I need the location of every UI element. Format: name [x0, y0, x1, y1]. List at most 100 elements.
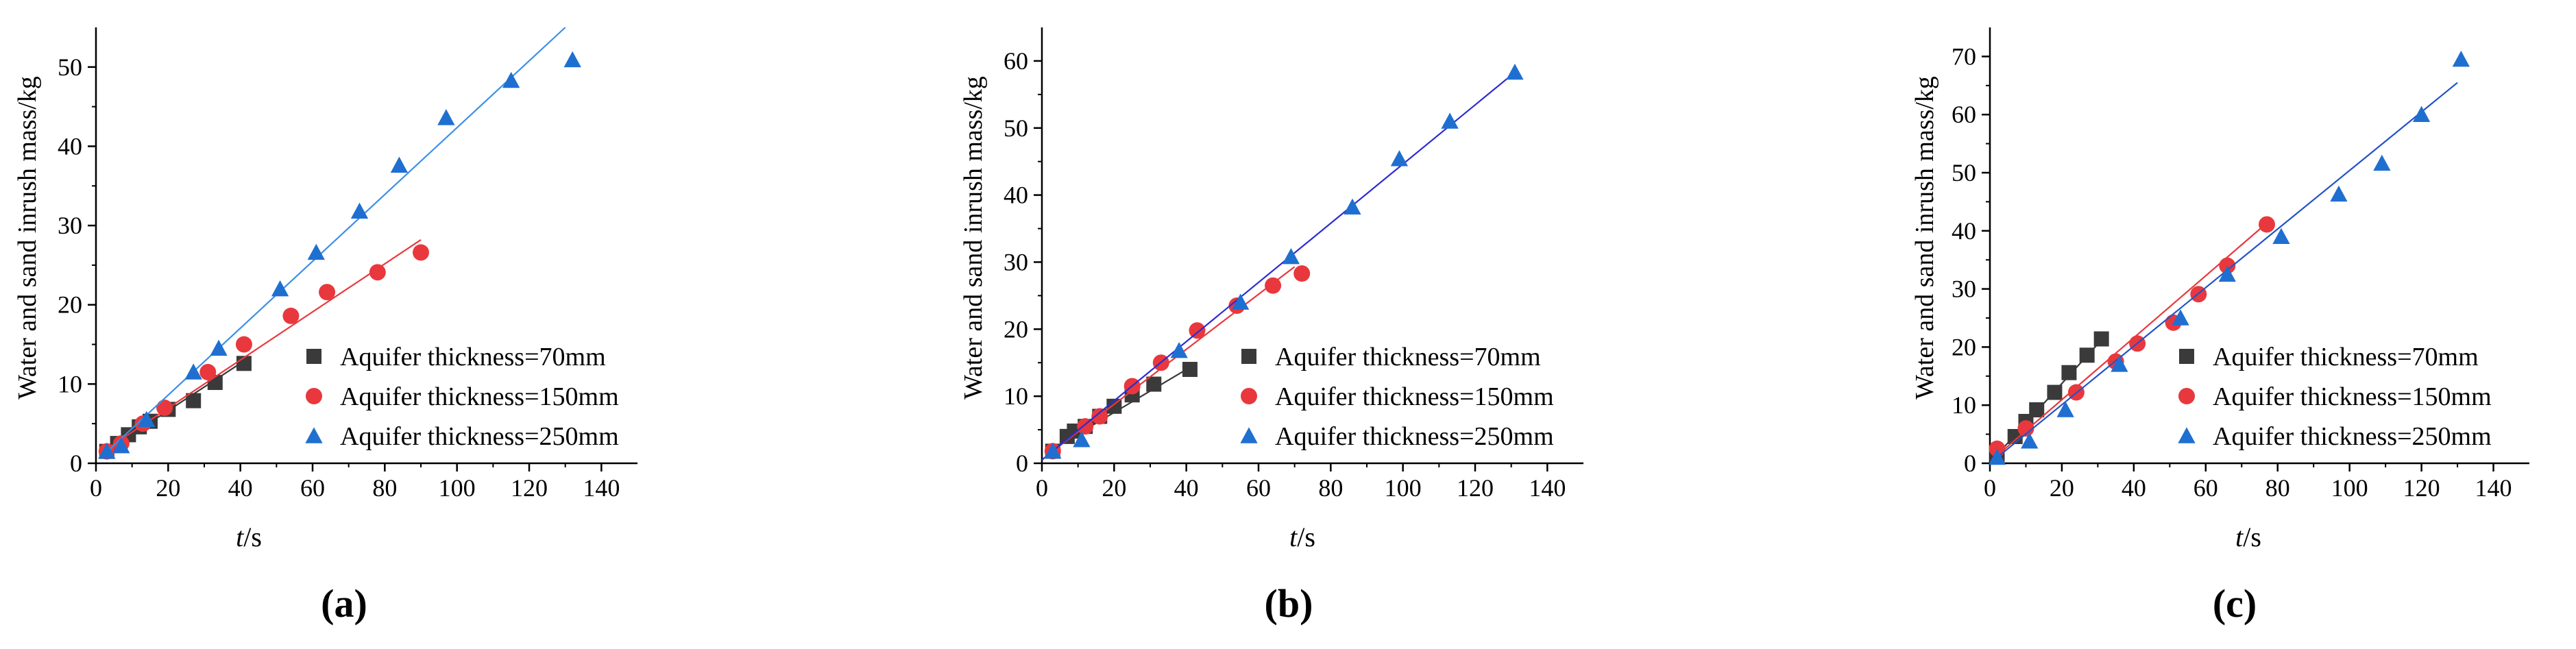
data-point-circle-marker [156, 400, 173, 417]
legend-label: Aquifer thickness=150mm [1275, 382, 1554, 411]
data-point-triangle-marker [2056, 401, 2074, 417]
y-axis-title: Water and sand inrush mass/kg [959, 76, 988, 400]
data-point-circle-marker [1265, 277, 1282, 294]
data-point-triangle-marker [502, 71, 520, 88]
legend-square-marker [1241, 349, 1256, 364]
data-point-triangle-marker [2373, 154, 2391, 171]
legend-triangle-marker [2178, 427, 2196, 443]
data-point-square-marker [1106, 398, 1122, 414]
x-axis-title-unit: /s [2243, 522, 2261, 552]
data-point-triangle-marker [1506, 63, 1524, 80]
data-point-square-marker [2079, 347, 2095, 363]
x-tick-label: 140 [583, 474, 620, 502]
y-tick-label: 30 [58, 212, 82, 239]
data-point-triangle-marker [1282, 247, 1300, 265]
chart-panel-b: Water and sand inrush mass/kg t/s (b) 0 2… [959, 27, 1583, 626]
legend-circle-marker [306, 388, 322, 404]
x-tick-label: 0 [1984, 474, 1996, 502]
data-point-triangle-marker [2021, 432, 2039, 449]
data-point-triangle-marker [350, 202, 369, 219]
y-tick-label: 70 [1952, 42, 1976, 70]
panel-label-a: (a) [321, 581, 367, 626]
data-point-triangle-marker [1073, 431, 1091, 448]
y-tick-label: 60 [1004, 47, 1028, 75]
data-point-triangle-marker [2330, 185, 2348, 202]
data-point-triangle-marker [2172, 309, 2189, 326]
data-point-square-marker [1182, 362, 1198, 378]
y-tick-label: 20 [1004, 315, 1028, 343]
data-point-circle-marker [2219, 257, 2236, 274]
x-tick-label: 100 [1385, 474, 1422, 502]
x-tick-label: 20 [1102, 474, 1126, 502]
data-point-triangle-marker [1170, 341, 1188, 358]
y-tick-label: 20 [58, 291, 82, 319]
legend-triangle-marker [305, 427, 323, 443]
data-point-square-marker [2047, 384, 2063, 400]
data-point-triangle-marker [563, 51, 581, 68]
y-tick-label: 30 [1952, 275, 1976, 303]
data-point-circle-marker [1091, 408, 1108, 425]
data-point-triangle-marker [138, 411, 156, 428]
data-point-circle-marker [199, 364, 217, 381]
x-tick-label: 60 [1246, 474, 1271, 502]
data-point-circle-marker [1293, 265, 1311, 282]
y-tick-label: 10 [1952, 391, 1976, 419]
x-tick-label: 100 [2331, 474, 2368, 502]
y-tick-label: 60 [1952, 101, 1976, 128]
data-point-triangle-marker [184, 363, 202, 380]
x-tick-label: 40 [1174, 474, 1199, 502]
x-axis-title-var: t [236, 522, 244, 552]
data-point-triangle-marker [1390, 150, 1409, 167]
x-tick-label: 0 [1036, 474, 1048, 502]
legend-label: Aquifer thickness=70mm [1275, 343, 1541, 371]
data-point-square-marker [186, 393, 202, 408]
data-point-triangle-marker [307, 243, 325, 260]
fit-line [99, 238, 422, 455]
y-tick-label: 40 [1952, 217, 1976, 245]
legend-circle-marker [1241, 388, 1257, 404]
legend-triangle-marker [1240, 427, 1258, 443]
data-point-circle-marker [413, 244, 429, 261]
data-point-circle-marker [1989, 440, 2006, 457]
data-point-triangle-marker [112, 437, 130, 454]
legend-square-marker [306, 349, 321, 364]
y-tick-label: 40 [1004, 182, 1028, 209]
data-point-circle-marker [1077, 418, 1094, 435]
x-tick-label: 80 [372, 474, 397, 502]
y-tick-label: 20 [1952, 333, 1976, 360]
legend-label: Aquifer thickness=250mm [2213, 422, 2492, 451]
data-point-triangle-marker [210, 339, 228, 356]
x-axis-title-var: t [1289, 522, 1298, 552]
x-tick-label: 60 [2194, 474, 2218, 502]
data-point-triangle-marker [2111, 356, 2128, 372]
data-point-triangle-marker [2272, 228, 2290, 245]
x-axis-title-var: t [2235, 522, 2244, 552]
data-point-circle-marker [235, 336, 252, 353]
y-tick-label: 0 [1016, 450, 1028, 477]
x-tick-label: 80 [1318, 474, 1343, 502]
y-tick-label: 50 [1004, 114, 1028, 142]
data-point-triangle-marker [98, 443, 116, 459]
legend-label: Aquifer thickness=150mm [340, 382, 619, 411]
data-point-circle-marker [2258, 216, 2275, 233]
legend-label: Aquifer thickness=70mm [340, 343, 606, 371]
chart-panel-a: Water and sand inrush mass/kg t/s (a) 0 2… [13, 27, 637, 626]
x-tick-label: 120 [2403, 474, 2440, 502]
y-tick-label: 50 [1952, 159, 1976, 186]
fit-line [1993, 225, 2264, 460]
data-point-square-marker [1146, 376, 1162, 392]
legend-circle-marker [2178, 388, 2195, 404]
data-point-circle-marker [1189, 322, 1206, 339]
data-point-triangle-marker [1441, 112, 1459, 129]
legend-square-marker [2179, 349, 2194, 364]
panel-label-b: (b) [1265, 581, 1313, 626]
data-point-triangle-marker [2412, 106, 2431, 122]
data-point-triangle-marker [1044, 442, 1062, 459]
data-point-circle-marker [369, 264, 386, 281]
x-axis-title: t/s [236, 522, 262, 552]
data-point-triangle-marker [2218, 265, 2236, 282]
y-tick-label: 10 [1004, 382, 1028, 410]
data-point-square-marker [2061, 365, 2077, 380]
legend-label: Aquifer thickness=250mm [340, 422, 619, 451]
